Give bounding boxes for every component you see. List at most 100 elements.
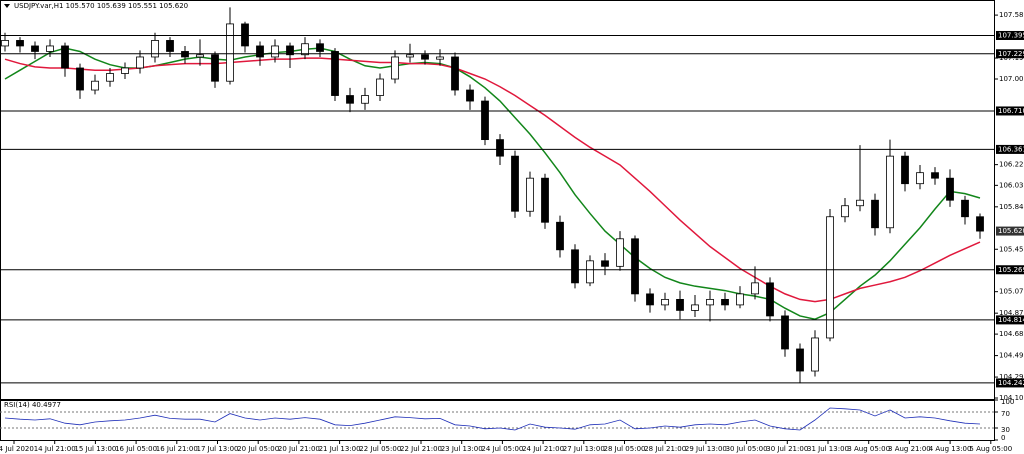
x-tick-label: 21 Jul 13:00: [319, 445, 361, 453]
chart-title: USDJPY.var,H1 105.570 105.639 105.551 10…: [14, 2, 188, 10]
candle-body: [946, 177, 954, 201]
x-tick-label: 20 Jul 21:00: [278, 445, 320, 453]
candle-body: [886, 155, 894, 229]
rsi-title: RSI(14) 40.4977: [4, 401, 61, 409]
moving-average: [4, 47, 981, 321]
x-tick-label: 14 Jul 2020: [0, 445, 34, 453]
level-label-box: [996, 378, 1024, 388]
candle-body: [721, 298, 729, 306]
candle-body: [196, 54, 204, 58]
level-label-box: [996, 106, 1024, 116]
candle-body: [76, 67, 84, 91]
x-tick-label: 28 Jul 05:00: [604, 445, 646, 453]
candle-body: [526, 177, 534, 212]
y-tick-label: 104.875: [999, 309, 1024, 317]
candle-body: [691, 304, 699, 311]
candle-body: [61, 45, 69, 69]
x-tick-label: 15 Jul 13:00: [74, 445, 116, 453]
candle-body: [916, 172, 924, 185]
rsi-frame: [0, 400, 995, 441]
candle-body: [496, 139, 504, 157]
candle-body: [436, 56, 444, 60]
candle-body: [46, 45, 54, 52]
y-tick-label: 104.490: [999, 352, 1024, 360]
candle-body: [361, 95, 369, 104]
y-tick-label: 104.105: [999, 394, 1024, 402]
candle-body: [421, 54, 429, 60]
candle-body: [331, 51, 339, 96]
x-tick-label: 5 Aug 05:00: [969, 445, 1012, 453]
candle-body: [781, 315, 789, 350]
candle-body: [976, 216, 984, 232]
level-label: 104.242: [998, 379, 1024, 387]
level-label: 107.229: [998, 50, 1024, 58]
candle-body: [961, 199, 969, 218]
x-tick-label: 30 Jul 05:00: [726, 445, 768, 453]
current-price-box: [996, 226, 1024, 236]
level-label: 106.710: [998, 107, 1024, 115]
y-tick-label: 105.455: [999, 245, 1024, 253]
y-tick-label: 104.685: [999, 330, 1024, 338]
candle-body: [346, 95, 354, 104]
candle-body: [121, 67, 129, 74]
level-label: 107.395: [998, 31, 1024, 39]
candle-body: [406, 54, 414, 58]
candle-body: [811, 337, 819, 372]
candle-body: [901, 155, 909, 185]
candle-body: [226, 23, 234, 82]
x-tick-label: 28 Jul 21:00: [644, 445, 686, 453]
y-tick-label: 104.295: [999, 373, 1024, 381]
x-tick-label: 17 Jul 13:00: [197, 445, 239, 453]
candle-body: [841, 205, 849, 218]
x-tick-label: 14 Jul 21:00: [34, 445, 76, 453]
candle-body: [256, 45, 264, 58]
x-tick-label: 20 Jul 05:00: [237, 445, 279, 453]
y-tick-label: 106.223: [999, 161, 1024, 169]
candle-body: [646, 293, 654, 306]
rsi-tick-label: 70: [1001, 410, 1010, 418]
candle-body: [391, 56, 399, 80]
x-tick-label: 24 Jul 05:00: [481, 445, 523, 453]
current-price-label: 105.620: [998, 227, 1024, 235]
moving-average: [4, 57, 981, 303]
menu-arrow[interactable]: [4, 4, 10, 8]
x-tick-label: 22 Jul 21:00: [400, 445, 442, 453]
y-tick-label: 105.070: [999, 288, 1024, 296]
candle-body: [661, 298, 669, 306]
candle-body: [541, 177, 549, 223]
candle-body: [481, 100, 489, 141]
y-tick-label: 107.580: [999, 11, 1024, 19]
level-label-box: [996, 144, 1024, 154]
level-label-box: [996, 315, 1024, 325]
rsi-line: [4, 407, 981, 431]
x-tick-label: 31 Jul 13:00: [807, 445, 849, 453]
level-label-box: [996, 49, 1024, 59]
candle-body: [601, 260, 609, 267]
candle-body: [376, 78, 384, 96]
x-tick-label: 3 Aug 21:00: [888, 445, 931, 453]
candle-body: [241, 23, 249, 47]
x-tick-label: 23 Jul 13:00: [441, 445, 483, 453]
x-tick-label: 4 Aug 13:00: [929, 445, 972, 453]
candle-body: [511, 155, 519, 212]
candle-body: [106, 73, 114, 82]
rsi-tick-label: 0: [1001, 434, 1005, 442]
y-tick-label: 107.000: [999, 75, 1024, 83]
candle-body: [1, 40, 9, 47]
x-tick-label: 3 Aug 05:00: [847, 445, 890, 453]
rsi-tick-label: 100: [1001, 398, 1014, 406]
candle-body: [631, 238, 639, 295]
candle-body: [676, 298, 684, 311]
x-tick-label: 27 Jul 13:00: [563, 445, 605, 453]
candle-body: [316, 43, 324, 52]
candle-body: [136, 56, 144, 69]
candle-body: [586, 260, 594, 284]
candle-body: [31, 45, 39, 52]
candle-body: [751, 282, 759, 295]
candle-body: [166, 40, 174, 52]
x-tick-label: 30 Jul 21:00: [766, 445, 808, 453]
level-label: 105.269: [998, 266, 1024, 274]
candle-body: [706, 298, 714, 306]
candle-body: [556, 221, 564, 251]
